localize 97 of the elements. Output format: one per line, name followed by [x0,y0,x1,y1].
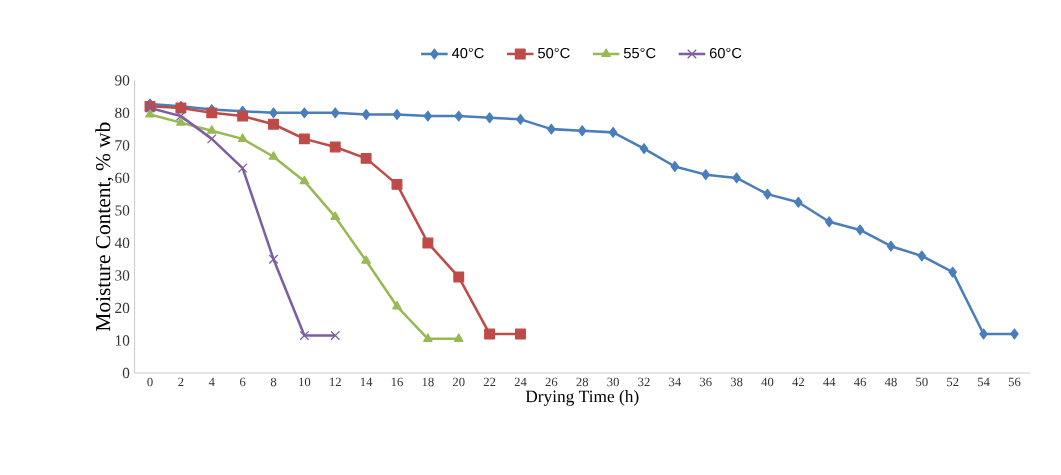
point [454,110,464,122]
x-tick-label: 44 [823,377,836,387]
x-tick-label: 26 [545,377,558,387]
point [299,175,310,185]
point [206,133,217,144]
point [979,328,988,340]
point [268,151,279,160]
x-tick-label: 12 [330,377,341,387]
y-tick-label: 30 [115,270,130,281]
x-tick-label: 18 [422,377,434,387]
y-tick-label: 90 [115,75,130,86]
legend-label: 40°C [451,47,484,59]
point [392,300,402,310]
point [484,328,496,340]
point [330,330,341,341]
point [824,216,834,228]
x-tick-label: 50 [916,377,928,387]
x-tick-label: 32 [638,377,650,387]
point [361,255,371,264]
x-tick-label: 38 [730,377,743,387]
point [670,161,680,172]
x-tick-label: 16 [391,377,403,387]
point [485,112,494,124]
x-tick-label: 0 [147,377,153,387]
point [547,123,556,135]
point [516,113,525,125]
point [855,224,865,236]
point [237,133,248,142]
point [948,266,957,278]
x-axis-title: Drying Time (h) [525,390,639,406]
x-tick-label: 22 [483,377,496,387]
point [423,333,433,342]
point [329,141,341,153]
point [639,143,649,155]
point [298,133,310,145]
x-tick-label: 14 [360,377,373,387]
y-tick-label: 70 [115,140,130,151]
x-tick-label: 28 [576,377,589,387]
point [361,109,371,120]
point [237,163,248,174]
x-tick-label: 30 [607,377,619,387]
legend-label: 60°C [709,47,742,59]
y-tick-label: 80 [115,107,130,119]
point [453,271,465,283]
point [392,109,402,120]
point [268,254,279,265]
y-tick-label: 0 [122,367,130,379]
x-tick-label: 10 [299,377,311,387]
x-tick-label: 6 [240,377,246,387]
x-tick-label: 42 [792,377,804,387]
point [422,237,434,249]
point [330,107,340,119]
point [330,211,341,220]
x-tick-label: 24 [514,377,527,387]
x-tick-label: 36 [699,377,712,387]
y-tick-label: 10 [115,335,130,346]
y-tick-label: 20 [115,302,130,314]
point [453,333,464,342]
x-tick-label: 2 [178,377,184,387]
point [269,107,278,119]
point [237,110,249,122]
point [175,111,186,122]
point [515,328,526,340]
x-tick-label: 34 [669,377,681,387]
legend-label: 55°C [623,47,656,59]
point [917,250,927,262]
x-tick-label: 54 [977,377,990,387]
x-tick-label: 40 [761,377,774,387]
point [732,172,741,184]
point [794,196,803,208]
legend-label: 50°C [538,47,570,59]
point [886,240,896,252]
x-tick-label: 48 [884,377,897,387]
x-tick-label: 20 [452,377,465,387]
point [299,330,310,341]
x-tick-label: 8 [270,377,277,387]
y-tick-label: 60 [115,172,130,184]
point [360,152,372,164]
point [206,125,217,134]
x-tick-label: 4 [208,377,215,387]
y-tick-label: 40 [114,237,130,249]
x-tick-label: 52 [947,377,959,387]
point [577,125,587,137]
point [176,117,186,126]
point [268,118,279,130]
point [701,169,710,181]
point [763,188,772,200]
point [423,110,433,122]
point [145,109,155,118]
point [1010,328,1019,340]
y-axis-title: Moisture Content, % wb [95,122,114,331]
x-tick-label: 56 [1008,377,1021,387]
point [300,107,309,119]
point [608,126,618,138]
point [391,178,403,190]
x-tick-label: 46 [854,377,867,387]
y-tick-label: 50 [115,205,130,216]
